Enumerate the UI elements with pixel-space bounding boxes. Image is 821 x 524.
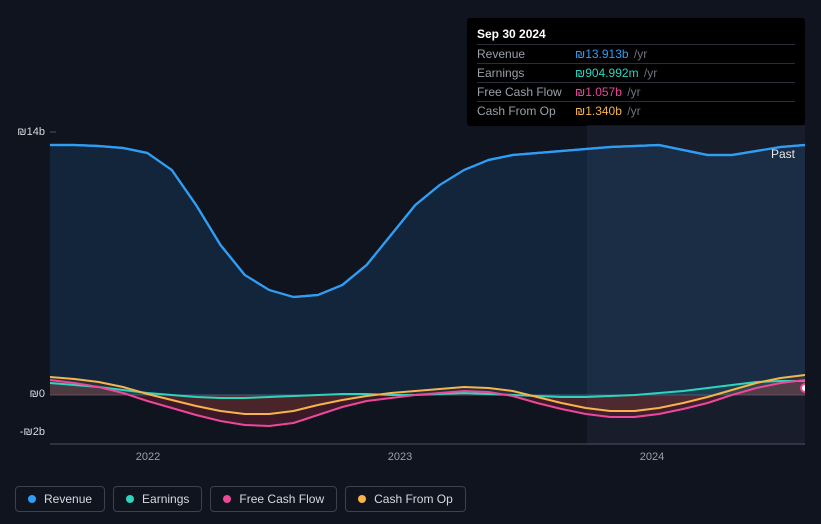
chart-tooltip: Sep 30 2024 Revenue ₪13.913b /yr Earnings ₪…	[467, 18, 805, 126]
legend-item[interactable]: Earnings	[113, 486, 202, 512]
tooltip-row: Free Cash Flow ₪1.057b /yr	[477, 82, 795, 101]
x-axis-tick-label: 2022	[136, 451, 160, 463]
tooltip-row-label: Cash From Op	[477, 104, 567, 118]
legend-item-label: Revenue	[44, 492, 92, 506]
tooltip-row: Earnings ₪904.992m /yr	[477, 63, 795, 82]
legend-item-label: Cash From Op	[374, 492, 453, 506]
legend-dot-icon	[223, 495, 231, 503]
tooltip-date: Sep 30 2024	[477, 24, 795, 44]
x-axis-tick-label: 2023	[388, 451, 412, 463]
past-label: Past	[771, 147, 795, 161]
legend-dot-icon	[126, 495, 134, 503]
tooltip-row-label: Earnings	[477, 66, 567, 80]
legend-dot-icon	[358, 495, 366, 503]
y-axis-tick-label: ₪0	[0, 388, 45, 400]
chart-legend: Revenue Earnings Free Cash Flow Cash From O…	[15, 486, 466, 512]
tooltip-row-value: ₪904.992m	[575, 66, 639, 80]
legend-item[interactable]: Revenue	[15, 486, 105, 512]
tooltip-row-unit: /yr	[624, 85, 641, 99]
tooltip-row: Cash From Op ₪1.340b /yr	[477, 101, 795, 120]
x-axis-tick-label: 2024	[640, 451, 664, 463]
tooltip-row-value: ₪13.913b	[575, 47, 629, 61]
legend-item-label: Free Cash Flow	[239, 492, 324, 506]
tooltip-row-label: Revenue	[477, 47, 567, 61]
tooltip-row-value: ₪1.340b	[575, 104, 622, 118]
chart-svg	[50, 125, 805, 445]
financials-chart: ₪14b₪0-₪2b 202220232024 Past	[15, 125, 805, 445]
tooltip-row-unit: /yr	[631, 47, 648, 61]
tooltip-row: Revenue ₪13.913b /yr	[477, 44, 795, 63]
tooltip-row-value-wrap: ₪13.913b /yr	[575, 47, 647, 61]
tooltip-rows: Revenue ₪13.913b /yr Earnings ₪904.992m /yr…	[477, 44, 795, 120]
legend-item[interactable]: Free Cash Flow	[210, 486, 337, 512]
legend-dot-icon	[28, 495, 36, 503]
tooltip-row-value-wrap: ₪1.057b /yr	[575, 85, 641, 99]
tooltip-row-value-wrap: ₪1.340b /yr	[575, 104, 641, 118]
tooltip-row-unit: /yr	[624, 104, 641, 118]
tooltip-row-label: Free Cash Flow	[477, 85, 567, 99]
tooltip-row-value: ₪1.057b	[575, 85, 622, 99]
legend-item[interactable]: Cash From Op	[345, 486, 466, 512]
y-axis-tick-label: ₪14b	[0, 126, 45, 138]
tooltip-row-value-wrap: ₪904.992m /yr	[575, 66, 657, 80]
tooltip-row-unit: /yr	[641, 66, 658, 80]
y-axis-tick-label: -₪2b	[0, 426, 45, 438]
legend-item-label: Earnings	[142, 492, 189, 506]
